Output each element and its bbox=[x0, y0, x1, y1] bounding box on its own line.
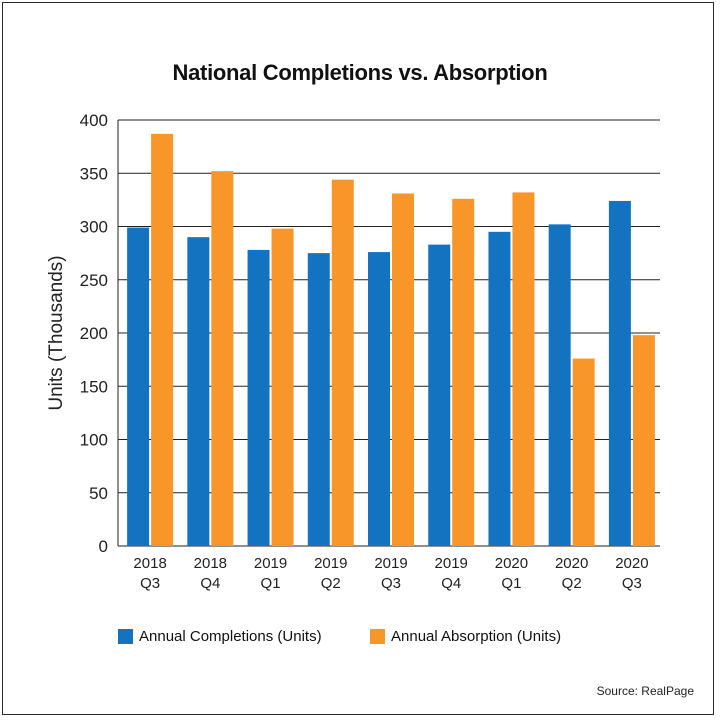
bar-absorption bbox=[452, 198, 475, 546]
bar-completions bbox=[428, 244, 451, 547]
bar-absorption bbox=[151, 133, 174, 546]
x-tick-label-quarter: Q4 bbox=[200, 575, 220, 592]
x-tick-label-quarter: Q2 bbox=[321, 575, 341, 592]
bar-completions bbox=[488, 231, 511, 546]
x-tick-label-quarter: Q2 bbox=[562, 575, 582, 592]
legend-swatch-completions bbox=[118, 629, 133, 644]
x-tick-label-year: 2018 bbox=[194, 555, 227, 572]
bar-completions bbox=[368, 252, 390, 546]
legend-item-completions: Annual Completions (Units) bbox=[118, 628, 322, 645]
y-tick-label: 200 bbox=[80, 324, 108, 343]
x-tick-label-year: 2019 bbox=[254, 555, 287, 572]
legend-label-absorption: Annual Absorption (Units) bbox=[391, 628, 562, 645]
x-tick-label-year: 2018 bbox=[133, 555, 166, 572]
y-tick-label: 150 bbox=[80, 377, 108, 396]
x-tick-label-year: 2019 bbox=[435, 555, 468, 572]
x-tick-label-quarter: Q1 bbox=[261, 575, 281, 592]
x-tick-label-quarter: Q1 bbox=[501, 575, 521, 592]
x-tick-label-year: 2019 bbox=[374, 555, 407, 572]
chart-frame bbox=[2, 2, 714, 715]
x-tick-label-year: 2020 bbox=[615, 555, 648, 572]
y-tick-label: 400 bbox=[80, 111, 108, 130]
bar-absorption bbox=[331, 179, 354, 546]
x-tick-label-year: 2020 bbox=[495, 555, 528, 572]
x-tick-label-year: 2019 bbox=[314, 555, 347, 572]
bar-completions bbox=[307, 253, 330, 546]
bar-completions bbox=[548, 224, 571, 546]
chart-title: National Completions vs. Absorption bbox=[172, 60, 548, 85]
y-tick-label: 50 bbox=[89, 484, 108, 503]
bar-completions bbox=[608, 200, 631, 546]
source-note: Source: RealPage bbox=[596, 684, 694, 698]
y-tick-label: 350 bbox=[80, 164, 108, 183]
bar-completions bbox=[247, 249, 270, 546]
legend-swatch-absorption bbox=[370, 629, 385, 644]
bar-absorption bbox=[271, 228, 294, 546]
bar-absorption bbox=[211, 171, 234, 546]
x-tick-label-year: 2020 bbox=[555, 555, 588, 572]
legend-label-completions: Annual Completions (Units) bbox=[139, 628, 322, 645]
y-tick-label: 100 bbox=[80, 431, 108, 450]
x-tick-label-quarter: Q3 bbox=[140, 575, 160, 592]
y-tick-label: 300 bbox=[80, 218, 108, 237]
bar-absorption bbox=[512, 192, 535, 547]
y-tick-label: 250 bbox=[80, 271, 108, 290]
bar-completions bbox=[187, 237, 210, 546]
x-tick-label-quarter: Q4 bbox=[441, 575, 461, 592]
bar-absorption bbox=[392, 193, 414, 547]
x-tick-label-quarter: Q3 bbox=[622, 575, 642, 592]
y-axis-title: Units (Thousands) bbox=[46, 255, 67, 410]
legend-item-absorption: Annual Absorption (Units) bbox=[370, 628, 561, 645]
bar-completions bbox=[127, 227, 150, 546]
y-tick-label: 0 bbox=[99, 537, 108, 556]
x-tick-label-quarter: Q3 bbox=[381, 575, 401, 592]
chart-legend: Annual Completions (Units) Annual Absorp… bbox=[0, 628, 720, 652]
bar-absorption bbox=[572, 358, 595, 546]
bar-absorption bbox=[632, 335, 655, 546]
